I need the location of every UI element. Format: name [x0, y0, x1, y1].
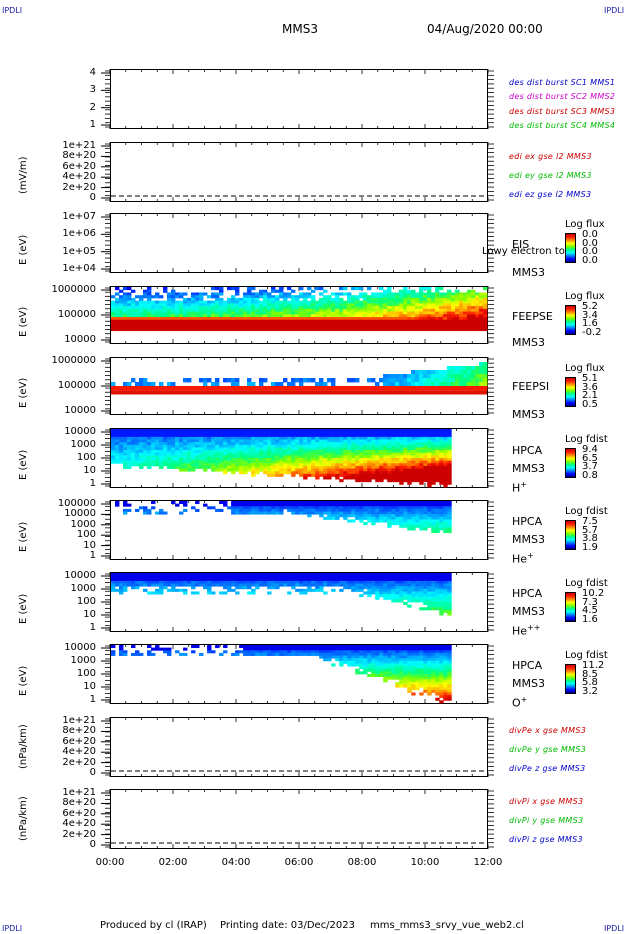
ytick-hpca-o: 1000 [70, 655, 96, 666]
ytick-eis: 1e+04 [62, 263, 96, 274]
legend-des-dist: des dist burst SC2 MMS2 [509, 92, 616, 101]
colorbar-tick-eis: 0.0 [582, 255, 598, 266]
panel-label-hpca-h: H+ [512, 480, 527, 495]
ylabel-edi-e: (mV/m) [18, 156, 29, 195]
ylabel-hpca-h: E (eV) [18, 449, 29, 480]
ylabel-feepsi: E (eV) [18, 377, 29, 408]
ytick-feepse: 100000 [57, 309, 96, 320]
legend-edi-e: edi ez gse l2 MMS3 [509, 190, 592, 199]
ytick-hpca-h: 1000 [70, 439, 96, 450]
ytick-hpca-o: 1 [89, 694, 96, 705]
ylabel-feepse: E (eV) [18, 306, 29, 337]
legend-edi-e: edi ey gse l2 MMS3 [509, 171, 592, 180]
ytick-eis: 1e+06 [62, 228, 96, 240]
ytick-hpca-h: 10 [83, 465, 96, 476]
ytick-hpca-o: 10 [83, 681, 96, 692]
ytick-des-dist: 2 [89, 101, 96, 113]
ytick-hpca-h: 1 [89, 478, 96, 489]
panel-label-hpca-h: HPCA [512, 444, 543, 457]
panel-label-eis: MMS3 [512, 266, 545, 279]
legend-des-dist: des dist burst SC4 MMS4 [509, 121, 616, 130]
ytick-hpca-he: 10000 [64, 508, 96, 520]
panel-label-hpca-hepp: He++ [512, 623, 541, 638]
panel-feepse [110, 286, 488, 344]
panel-hpca-hepp [110, 572, 488, 632]
ytick-hpca-hepp: 100 [76, 596, 96, 607]
ytick-edi-e: 8e+20 [62, 150, 96, 162]
panel-label-hpca-he: He+ [512, 551, 534, 566]
ytick-eis: 1e+07 [62, 211, 96, 222]
colorbar-tick-hpca-hepp: 1.6 [582, 614, 598, 625]
panel-label-hpca-hepp: HPCA [512, 587, 543, 600]
ytick-edi-e: 4e+20 [62, 171, 96, 183]
panel-edi-e [110, 142, 488, 202]
ylabel-eis: E (eV) [18, 234, 29, 265]
panel-hpca-o [110, 644, 488, 704]
ytick-hpca-hepp: 1000 [70, 583, 96, 594]
ytick-feepse: 1000000 [51, 284, 96, 295]
panel-label-hpca-h: MMS3 [512, 462, 545, 475]
corner-label-tl: IPDLI [2, 6, 23, 15]
ytick-hpca-hepp: 10000 [64, 570, 96, 581]
panel-eis [110, 213, 488, 273]
panel-hpca-he [110, 500, 488, 560]
colorbar-eis [565, 233, 576, 263]
ytick-edi-e: 0 [89, 192, 96, 203]
ytick-feepsi: 10000 [64, 405, 96, 416]
ytick-hpca-hepp: 1 [89, 622, 96, 633]
colorbar-hpca-h [565, 448, 576, 478]
ytick-feepsi: 100000 [57, 380, 96, 391]
legend-edi-e: edi ex gse l2 MMS3 [509, 152, 592, 161]
colorbar-tick-hpca-h: 0.8 [582, 470, 598, 481]
ytick-hpca-he: 1 [89, 550, 96, 561]
panel-label-hpca-he: MMS3 [512, 533, 545, 546]
ytick-eis: 1e+05 [62, 245, 96, 257]
ytick-hpca-h: 10000 [64, 426, 96, 437]
colorbar-tick-feepsi: 0.5 [582, 399, 598, 410]
ytick-hpca-hepp: 10 [83, 609, 96, 620]
ytick-hpca-he: 10 [83, 539, 96, 551]
spacecraft-title: MMS3 [282, 22, 318, 36]
ytick-edi-e: 2e+20 [62, 181, 96, 193]
legend-des-dist: des dist burst SC3 MMS3 [509, 107, 616, 116]
panel-label-feepse: MMS3 [512, 336, 545, 349]
date-title: 04/Aug/2020 00:00 [427, 22, 543, 36]
ylabel-hpca-hepp: E (eV) [18, 593, 29, 624]
legend-des-dist: des dist burst SC1 MMS1 [509, 78, 616, 87]
colorbar-tick-feepse: -0.2 [582, 327, 602, 338]
ytick-hpca-o: 100 [76, 668, 96, 679]
panel-label-hpca-hepp: MMS3 [512, 605, 545, 618]
panel-des-dist [110, 69, 488, 129]
ylabel-hpca-he: E (eV) [18, 521, 29, 552]
ytick-feepse: 10000 [64, 334, 96, 345]
ytick-des-dist: 4 [89, 67, 96, 78]
panel-label-feepse: FEEPSE [512, 310, 553, 323]
colorbar-tick-hpca-he: 1.9 [582, 542, 598, 553]
ytick-hpca-o: 10000 [64, 642, 96, 653]
corner-label-bl: IPDLI [2, 924, 23, 933]
colorbar-hpca-he [565, 520, 576, 550]
panel-feepsi [110, 357, 488, 415]
panel-label-hpca-he: HPCA [512, 515, 543, 528]
ytick-feepsi: 1000000 [51, 355, 96, 366]
colorbar-hpca-hepp [565, 592, 576, 622]
colorbar-feepse [565, 305, 576, 335]
ytick-hpca-he: 100 [76, 529, 96, 541]
ytick-hpca-h: 100 [76, 452, 96, 463]
colorbar-feepsi [565, 377, 576, 407]
ylabel-hpca-o: E (eV) [18, 665, 29, 696]
ytick-des-dist: 3 [89, 84, 96, 96]
overlay-text-eis: Lowy electron to [482, 246, 565, 257]
panel-hpca-h [110, 428, 488, 488]
panel-label-feepsi: MMS3 [512, 408, 545, 421]
ytick-des-dist: 1 [89, 119, 96, 130]
panel-label-feepsi: FEEPSI [512, 380, 550, 393]
corner-label-tr: IPDLI [604, 6, 625, 15]
corner-label-br: IPDLI [604, 924, 625, 933]
